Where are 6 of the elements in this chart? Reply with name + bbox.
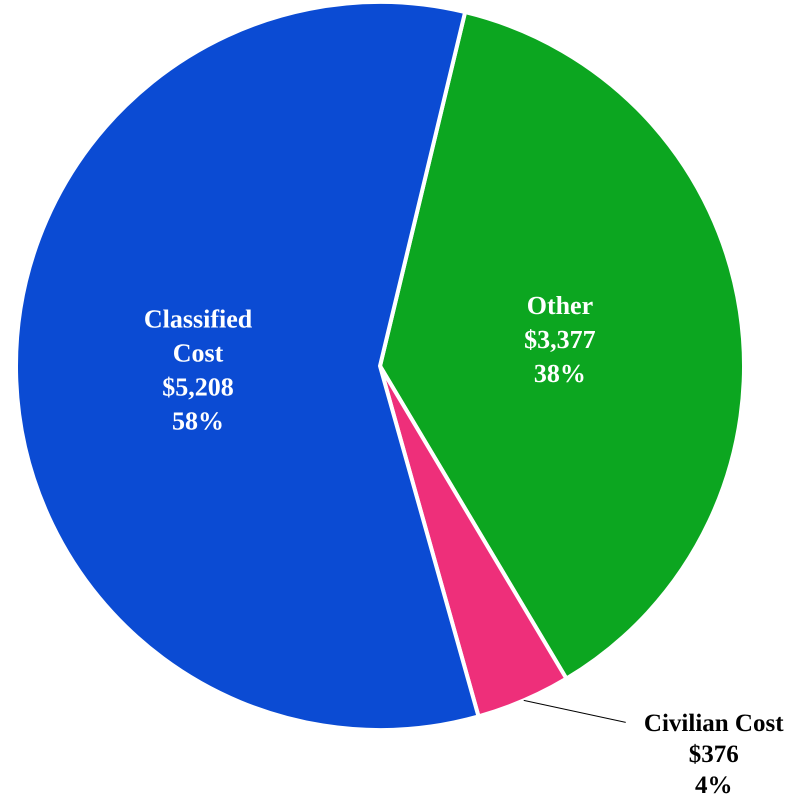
slice-label: Civilian Cost: [644, 710, 784, 738]
data-label: $3,377 38%: [524, 324, 596, 388]
data-label: $376 4%: [688, 741, 739, 799]
data-label: $5,208 58%: [162, 372, 234, 436]
slice-label: Classified Cost: [144, 304, 253, 368]
slice-label: Other: [526, 290, 594, 320]
